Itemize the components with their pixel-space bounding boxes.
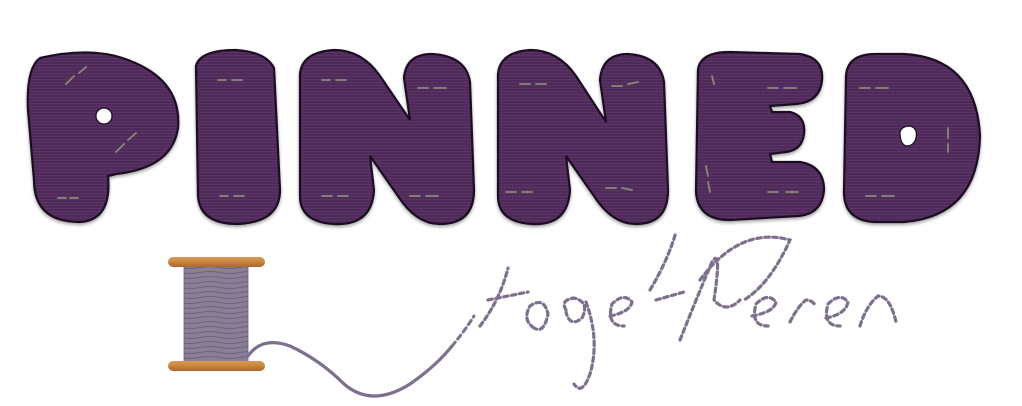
pin-stitches-i	[217, 79, 245, 197]
tagline-stitched-path	[478, 230, 898, 390]
thread-spool-icon	[168, 257, 265, 371]
pin-stitches-d	[859, 87, 949, 197]
letter-p	[26, 51, 180, 224]
letter-i	[194, 48, 282, 226]
pin-stitches-e	[705, 75, 799, 193]
letter-e	[694, 50, 826, 222]
logo-main-word: PINNED	[253, 40, 768, 179]
pin-stitches-p	[57, 66, 137, 199]
pin-stitches-n-first	[321, 79, 447, 197]
letter-n-first	[298, 48, 476, 226]
letter-n-second	[496, 48, 670, 226]
pin-stitches-n-second	[505, 81, 639, 193]
logo-tagline: together	[559, 275, 823, 345]
letter-d	[842, 52, 982, 224]
loose-thread	[246, 314, 476, 398]
